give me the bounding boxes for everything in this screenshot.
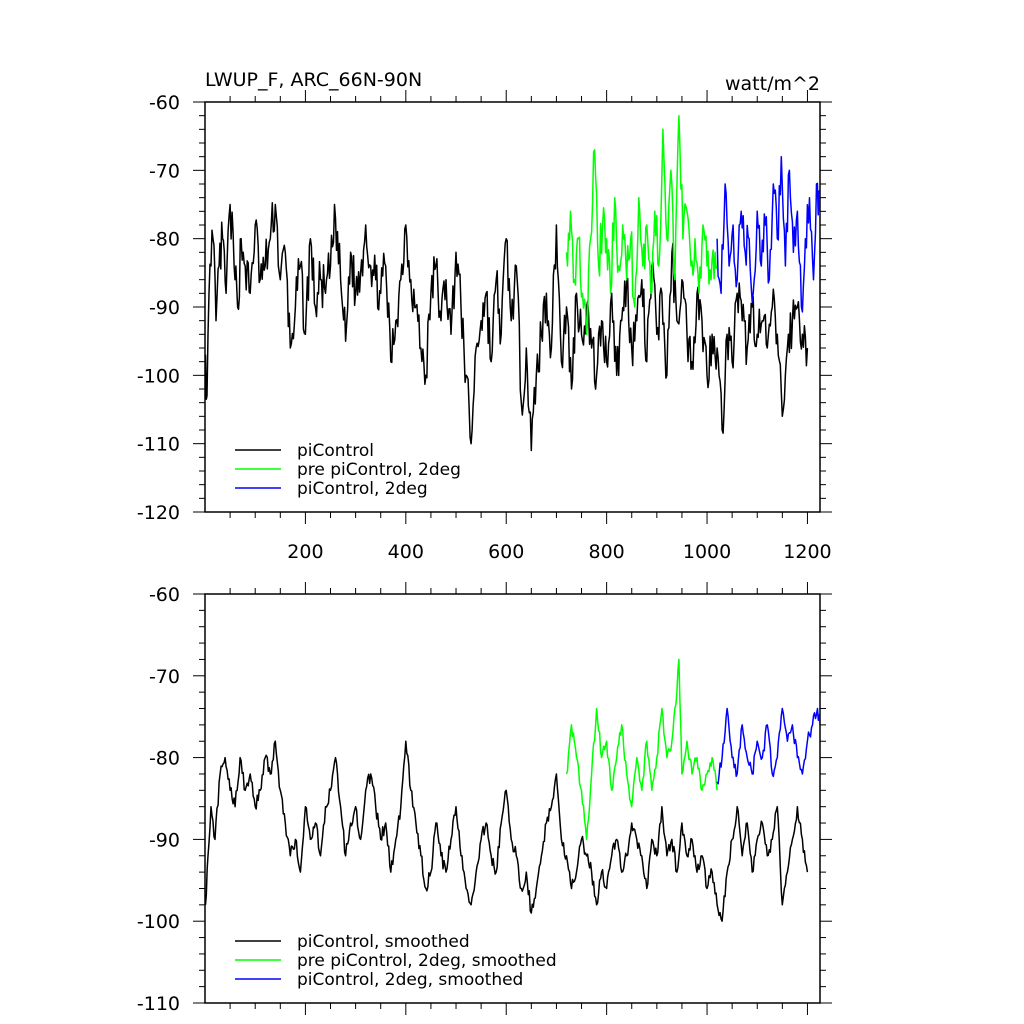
x-tick-label: 1200 bbox=[783, 541, 831, 563]
x-tick-label: 800 bbox=[588, 541, 624, 563]
legend-label: piControl, smoothed bbox=[297, 932, 470, 952]
y-tick-label: -110 bbox=[137, 993, 180, 1015]
y-tick-label: -80 bbox=[149, 229, 180, 251]
x-tick-label: 400 bbox=[388, 541, 424, 563]
y-tick-label: -120 bbox=[137, 502, 180, 524]
legend-item: pre piControl, 2deg, smoothed bbox=[235, 951, 557, 971]
series-line bbox=[205, 740, 809, 922]
legend-item: piControl, 2deg, smoothed bbox=[235, 970, 523, 990]
chart-title: LWUP_F, ARC_66N-90N bbox=[205, 69, 422, 91]
y-tick-label: -70 bbox=[149, 160, 180, 182]
y-tick-label: -90 bbox=[149, 297, 180, 319]
units-label: watt/m^2 bbox=[725, 73, 820, 95]
legend-item: piControl, 2deg bbox=[235, 479, 428, 499]
legend-item: piControl bbox=[235, 441, 374, 461]
y-tick-label: -60 bbox=[149, 584, 180, 606]
series-line bbox=[565, 114, 718, 336]
x-tick-label: 200 bbox=[287, 541, 323, 563]
legend-label: piControl, 2deg bbox=[297, 479, 428, 499]
series-line bbox=[716, 155, 820, 313]
y-tick-label: -90 bbox=[149, 829, 180, 851]
legend-item: pre piControl, 2deg bbox=[235, 460, 461, 480]
y-tick-label: -110 bbox=[137, 434, 180, 456]
y-tick-label: -70 bbox=[149, 666, 180, 688]
legend-item: piControl, smoothed bbox=[235, 932, 470, 952]
legend-label: piControl bbox=[297, 441, 374, 461]
series-line bbox=[716, 707, 820, 785]
plot-frame bbox=[204, 593, 821, 1004]
series-line bbox=[205, 202, 809, 452]
y-tick-label: -100 bbox=[137, 365, 180, 387]
y-tick-label: -100 bbox=[137, 911, 180, 933]
legend-label: piControl, 2deg, smoothed bbox=[297, 970, 523, 990]
series-line bbox=[565, 658, 718, 841]
x-tick-label: 1000 bbox=[683, 541, 731, 563]
y-tick-label: -80 bbox=[149, 748, 180, 770]
x-tick-label: 600 bbox=[488, 541, 524, 563]
top-chart-panel: 200 400 600 800 1000 1200 -120 -110 -100 -90 -80 -7… bbox=[137, 69, 832, 563]
legend-label: pre piControl, 2deg bbox=[297, 460, 461, 480]
legend-label: pre piControl, 2deg, smoothed bbox=[297, 951, 557, 971]
y-tick-label: -60 bbox=[149, 92, 180, 114]
